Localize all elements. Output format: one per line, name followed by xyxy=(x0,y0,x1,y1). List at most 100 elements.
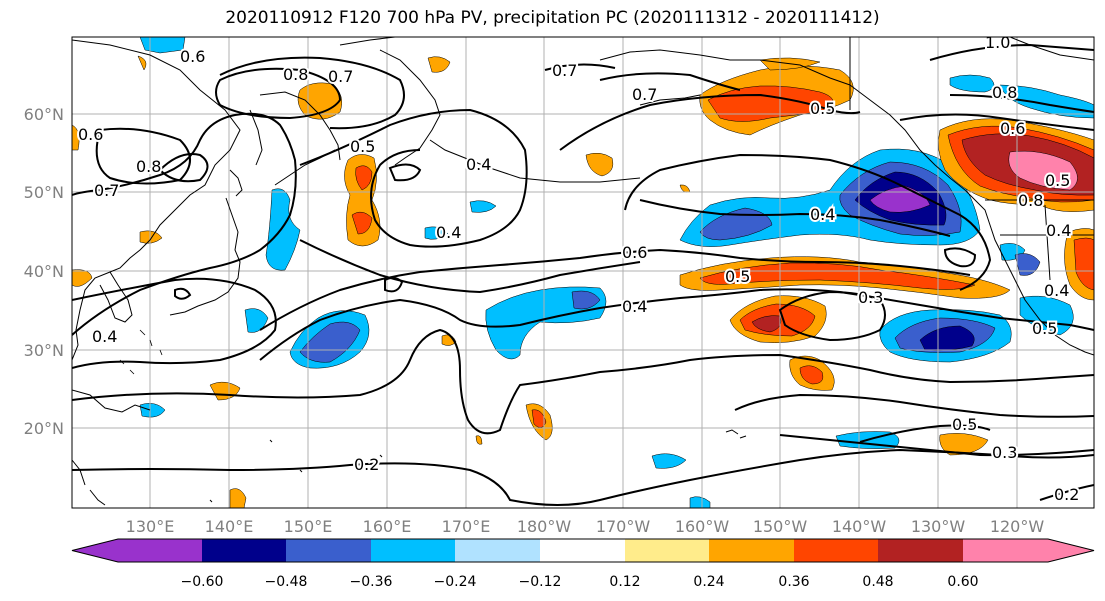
contour-label: 0.5 xyxy=(810,99,835,118)
precip-blob xyxy=(139,403,166,418)
lon-label: 120°W xyxy=(990,517,1045,536)
contour-label: 0.8 xyxy=(283,65,308,84)
contour-label: 0.7 xyxy=(632,85,657,104)
map-title: 2020110912 F120 700 hPa PV, precipitatio… xyxy=(225,8,880,28)
contour-label: 0.2 xyxy=(1054,485,1079,504)
contour-label: 0.7 xyxy=(94,181,119,200)
contour-label: 0.4 xyxy=(92,327,117,346)
lon-label: 170°W xyxy=(596,517,651,536)
contour-label: 0.5 xyxy=(725,267,750,286)
precip-blob xyxy=(297,82,342,120)
precip-blob xyxy=(689,496,711,508)
precip-blob xyxy=(351,211,373,235)
precip-blob xyxy=(137,55,147,71)
precip-blob xyxy=(139,230,163,244)
plot-frame xyxy=(71,36,1095,509)
minor-islands xyxy=(119,329,163,375)
colorbar-outline xyxy=(71,538,1095,563)
precip-blob xyxy=(699,207,773,241)
contour-label: 0.3 xyxy=(858,288,883,307)
contour-label: 0.5 xyxy=(952,415,977,434)
contour-label: 0.7 xyxy=(552,61,577,80)
precip-blob xyxy=(571,290,601,310)
lon-label: 150°E xyxy=(284,517,333,536)
contour-label: 0.4 xyxy=(1044,281,1069,300)
precip-blob xyxy=(585,152,614,177)
latitude-labels: 60°N 50°N 40°N 30°N 20°N xyxy=(24,105,64,438)
contour-label: 0.5 xyxy=(1045,171,1070,190)
contour-label: 0.4 xyxy=(436,223,461,242)
precip-blob xyxy=(531,409,547,428)
precip-blob xyxy=(424,226,449,240)
contour-label: 0.4 xyxy=(466,155,491,174)
precip-blob xyxy=(651,453,687,469)
contour-label: 0.2 xyxy=(354,455,379,474)
lon-label: 130°E xyxy=(126,517,175,536)
contour-label: 0.8 xyxy=(1018,191,1043,210)
precip-blob xyxy=(999,84,1094,119)
colorbar xyxy=(71,538,1095,563)
lat-label: 60°N xyxy=(24,105,64,124)
lon-label: 140°E xyxy=(205,517,254,536)
colorbar-tick-label: 0.36 xyxy=(778,574,809,590)
colorbar-tick-label: −0.48 xyxy=(265,574,308,590)
colorbar-tick-label: −0.60 xyxy=(181,574,224,590)
colorbar-segment xyxy=(72,539,202,562)
precip-blob xyxy=(1019,295,1074,336)
precip-blob xyxy=(299,321,361,363)
lat-label: 30°N xyxy=(24,341,64,360)
colorbar-tick-label: 0.24 xyxy=(693,574,724,590)
contour-label: 0.6 xyxy=(1000,119,1025,138)
colorbar-tick-label: 0.60 xyxy=(947,574,978,590)
colorbar-segment xyxy=(455,539,540,562)
precip-blob xyxy=(1073,237,1094,291)
contour-label: 0.3 xyxy=(992,443,1017,462)
contour-label: 0.5 xyxy=(350,137,375,156)
colorbar-segment xyxy=(878,539,963,562)
precip-blob xyxy=(355,165,373,191)
precip-blob xyxy=(1014,253,1041,276)
contour-label: 0.6 xyxy=(78,125,103,144)
precip-blob xyxy=(265,188,301,271)
graticule xyxy=(72,37,1094,508)
precip-blob xyxy=(1008,150,1078,191)
contour-label: 0.6 xyxy=(622,243,647,262)
colorbar-segment xyxy=(202,539,286,562)
contour-label: 0.4 xyxy=(1046,221,1071,240)
colorbar-tick-label: 0.48 xyxy=(862,574,893,590)
colorbar-tick-label: −0.12 xyxy=(519,574,562,590)
contour-label: 0.8 xyxy=(136,157,161,176)
colorbar-segment xyxy=(709,539,794,562)
lon-label: 150°W xyxy=(753,517,808,536)
precip-blob xyxy=(139,37,186,54)
lon-label: 130°W xyxy=(911,517,966,536)
lat-label: 20°N xyxy=(24,419,64,438)
colorbar-segment xyxy=(625,539,709,562)
colorbar-tick-labels: −0.60 −0.48 −0.36 −0.24 −0.12 0.12 0.24 … xyxy=(181,574,979,590)
colorbar-tick-label: −0.24 xyxy=(434,574,477,590)
colorbar-segment xyxy=(794,539,878,562)
precip-blob xyxy=(799,365,824,385)
lat-label: 50°N xyxy=(24,183,64,202)
contour-label: 0.8 xyxy=(992,83,1017,102)
precip-blob xyxy=(229,488,247,508)
precip-blob xyxy=(469,200,497,213)
lat-label: 40°N xyxy=(24,262,64,281)
colorbar-segment xyxy=(286,539,371,562)
precip-blob xyxy=(939,433,989,456)
colorbar-segment xyxy=(963,539,1094,562)
longitude-labels: 130°E 140°E 150°E 160°E 170°E 180°W 170°… xyxy=(126,517,1045,536)
lon-label: 170°E xyxy=(442,517,491,536)
contour-label: 0.7 xyxy=(328,67,353,86)
contour-label-group: 0.6 0.8 0.7 0.7 0.5 0.4 0.6 0.8 0.7 0.5 … xyxy=(76,31,1081,506)
lon-label: 180°W xyxy=(517,517,572,536)
precipitation-shading xyxy=(72,37,1094,508)
precip-blob xyxy=(699,262,976,290)
precip-blob xyxy=(72,124,80,151)
contour-label: 0.6 xyxy=(180,47,205,66)
pv-contours xyxy=(72,43,1094,506)
colorbar-segment xyxy=(371,539,455,562)
precip-blob xyxy=(475,435,483,445)
precip-blob xyxy=(244,308,269,333)
